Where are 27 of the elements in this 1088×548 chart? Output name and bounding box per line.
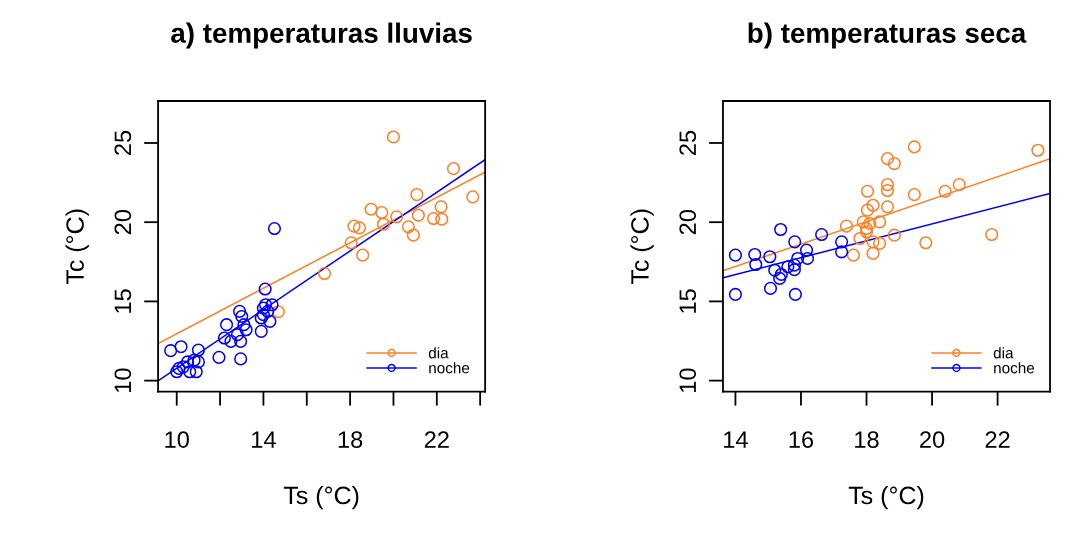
y-tick-label: 25 xyxy=(679,130,697,155)
x-tick-label: 20 xyxy=(920,431,945,448)
x-tick-label: 18 xyxy=(338,431,363,448)
x-tick-label: 22 xyxy=(424,431,449,448)
y-tick-label: 10 xyxy=(114,368,132,392)
y-tick-label: 15 xyxy=(679,289,697,313)
y-tick-label: 20 xyxy=(114,209,132,235)
legend-label: noche xyxy=(429,362,470,374)
x-tick-label: 14 xyxy=(252,431,276,448)
x-axis-title: Ts (°C) xyxy=(848,485,924,510)
x-tick-label: 10 xyxy=(165,431,189,448)
legend-label: noche xyxy=(994,362,1035,374)
x-tick-label: 22 xyxy=(985,431,1010,448)
y-axis-title: Tc (°C) xyxy=(630,209,654,285)
y-tick-label: 10 xyxy=(679,368,697,392)
legend-label: dia xyxy=(428,347,449,359)
legend-label: dia xyxy=(993,347,1014,359)
x-tick-label: 14 xyxy=(724,431,748,448)
y-tick-label: 20 xyxy=(679,209,697,235)
y-tick-label: 25 xyxy=(114,130,132,155)
chart-title: b) temperaturas seca xyxy=(748,22,1027,49)
x-axis-title: Ts (°C) xyxy=(283,485,359,510)
x-tick-label: 18 xyxy=(855,431,879,448)
chart-title: a) temperaturas lluvias xyxy=(171,22,472,49)
x-tick-label: 16 xyxy=(789,431,814,448)
y-axis-title: Tc (°C) xyxy=(65,209,89,285)
y-tick-label: 15 xyxy=(114,289,132,313)
